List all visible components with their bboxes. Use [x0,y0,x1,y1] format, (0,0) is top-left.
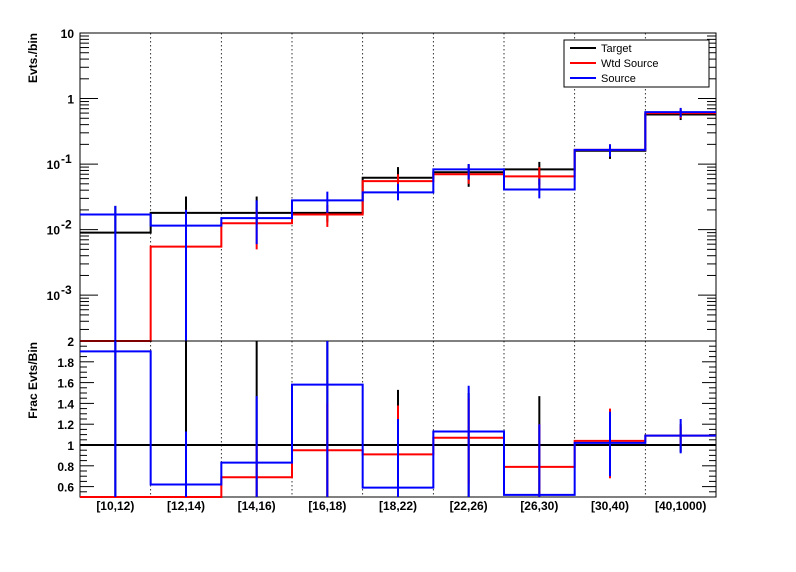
x-category-label: [12,14) [167,499,205,513]
y-tick-label-top: 10 [61,27,75,41]
x-category-label: [40,1000) [655,499,706,513]
top-y-axis-title: Evts./bin [26,33,40,83]
x-category-label: [10,12) [96,499,134,513]
y-tick-exponent-top: -3 [61,283,72,297]
y-tick-label-top: 10 [47,289,61,303]
y-tick-label-ratio: 1 [67,439,74,453]
y-tick-label-ratio: 1.8 [57,356,74,370]
y-tick-label-top: 10 [47,224,61,238]
y-tick-label-ratio: 0.8 [57,460,74,474]
legend: Target Wtd Source Source [563,39,710,88]
y-tick-label-ratio: 2 [67,335,74,349]
y-tick-label-ratio: 1.2 [57,418,74,432]
legend-entry: Source [601,73,636,85]
x-category-label: [14,16) [238,499,276,513]
x-category-label: [18,22) [379,499,417,513]
y-tick-exponent-top: -1 [61,152,72,166]
legend-entry: Wtd Source [601,58,658,70]
y-tick-exponent-top: -2 [61,218,72,232]
y-tick-label-top: 1 [67,93,74,107]
legend-entry: Target [601,43,632,55]
x-category-label: [26,30) [520,499,558,513]
ratio-panel: 0.6 0.8 1 1.2 1.4 1.6 1.8 2 [10,12) [12,14) [14,16… [57,335,717,513]
y-tick-label-ratio: 1.4 [57,397,74,411]
x-category-label: [30,40) [591,499,629,513]
ratio-y-axis-title: Frac Evts/Bin [26,342,40,419]
x-category-label: [22,26) [450,499,488,513]
y-tick-label-ratio: 1.6 [57,377,74,391]
x-category-label: [16,18) [308,499,346,513]
y-tick-label-top: 10 [47,158,61,172]
y-tick-label-ratio: 0.6 [57,481,74,495]
